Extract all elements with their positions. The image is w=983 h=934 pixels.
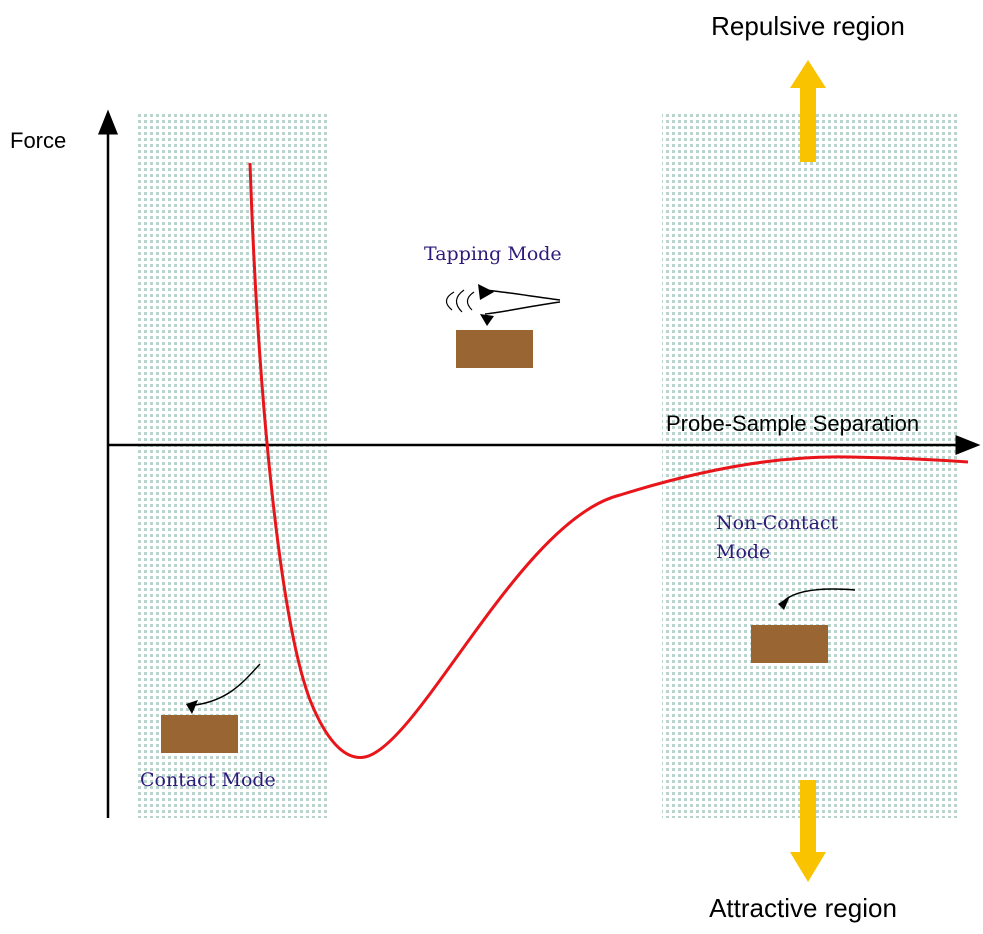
tapping-cantilever xyxy=(485,290,560,314)
noncontact-label-1: Non-Contact xyxy=(716,512,839,534)
tapping-sample xyxy=(456,330,533,368)
tapping-waves xyxy=(446,290,474,312)
x-axis-label: Probe-Sample Separation xyxy=(666,411,919,436)
noncontact-zone xyxy=(662,112,958,818)
contact-zone xyxy=(135,112,328,818)
noncontact-sample xyxy=(751,625,828,663)
attractive-label: Attractive region xyxy=(709,893,897,923)
diagram: Force Probe-Sample Separation Repulsive … xyxy=(0,0,983,934)
contact-label: Contact Mode xyxy=(140,769,276,791)
tapping-label: Tapping Mode xyxy=(424,243,562,265)
noncontact-label-2: Mode xyxy=(716,541,770,563)
repulsive-label: Repulsive region xyxy=(711,11,905,41)
contact-sample xyxy=(161,715,238,753)
y-axis-label: Force xyxy=(10,128,66,153)
